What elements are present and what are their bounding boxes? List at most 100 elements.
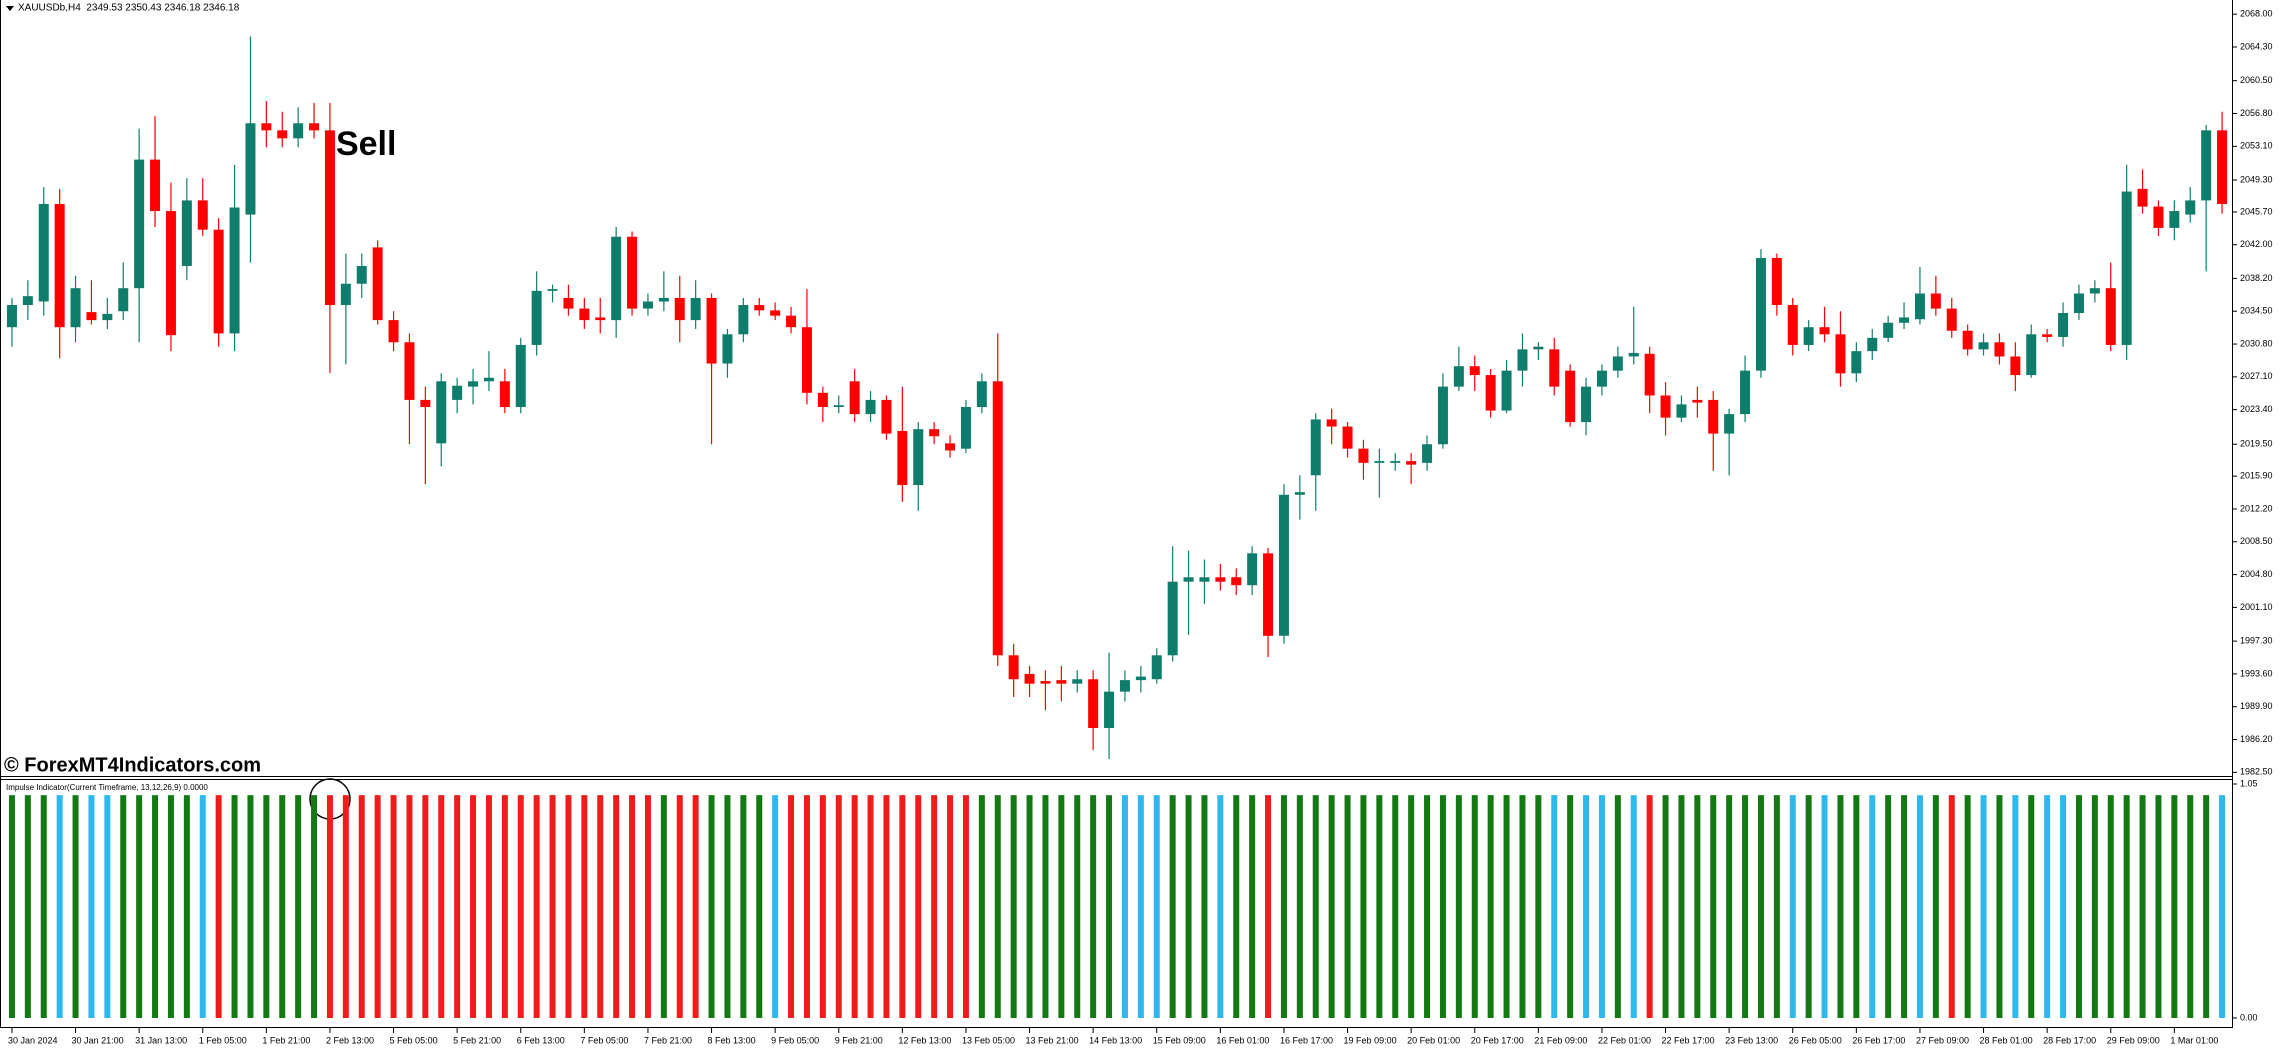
indicator-bar [1090,795,1097,1018]
candle-body [897,430,908,486]
y-tick-label: 2053.10 [2240,141,2273,151]
y-tick-label: 2068.00 [2240,9,2273,19]
indicator-bar [438,795,445,1018]
candle-body [786,315,797,328]
candle-body [674,297,685,321]
indicator-bar [1694,795,1701,1018]
candle-body [1469,366,1480,376]
indicator-bar [756,795,763,1018]
candle-body [1946,308,1957,331]
x-tick-label: 9 Feb 21:00 [835,1035,883,1045]
indicator-bar [1487,795,1494,1018]
indicator-bar [1726,795,1733,1018]
candle-body [165,211,176,336]
candle-body [1119,680,1130,692]
indicator-bar [2091,795,2098,1018]
candle-body [436,381,447,444]
indicator-bar [1853,795,1860,1018]
candle-body [1676,404,1687,418]
candle-body [976,381,987,408]
candle-body [1056,680,1067,684]
candle-body [1978,342,1989,350]
candle-body [992,381,1003,656]
indicator-bar [931,795,938,1018]
candle-body [1310,419,1321,476]
candle-body [817,392,828,408]
candle-body [86,312,97,321]
indicator-bar [1280,795,1287,1018]
candle-body [70,288,81,328]
indicator-bar [819,795,826,1018]
candle-body [2105,288,2116,345]
indicator-bar [1074,795,1081,1018]
indicator-bar [136,795,143,1018]
candle-body [1485,375,1496,411]
candle-body [1549,349,1560,387]
indicator-bar [1360,795,1367,1018]
indicator-bar [1583,795,1590,1018]
candle-body [658,297,669,302]
candle-body [388,320,399,343]
candle-body [1231,577,1242,586]
indicator-bar [231,795,238,1018]
candle-body [801,327,812,393]
candle-body [2201,130,2212,201]
indicator-bar [740,795,747,1018]
indicator-bar [1789,795,1796,1018]
indicator-bar [915,795,922,1018]
candle-body [1104,691,1115,729]
indicator-bar [358,795,365,1018]
candle-body [118,288,129,312]
candle-body [1596,370,1607,387]
x-tick-label: 21 Feb 09:00 [1534,1035,1587,1045]
indicator-bar [1439,795,1446,1018]
indicator-bar [1821,795,1828,1018]
indicator-bar [1710,795,1717,1018]
indicator-bar [485,795,492,1018]
indicator-bar [2171,795,2178,1018]
indicator-bar [1265,795,1272,1018]
indicator-bar [72,795,79,1018]
candle-body [1501,370,1512,411]
indicator-bar [1805,795,1812,1018]
candle-body [2042,334,2053,337]
candle-body [1437,386,1448,445]
indicator-bar [2187,795,2194,1018]
candle-body [1883,322,1894,338]
indicator-bar [120,795,127,1018]
y-tick-label: 2015.90 [2240,471,2273,481]
indicator-bar [883,795,890,1018]
indicator-bar [1519,795,1526,1018]
candle-body [1263,553,1274,636]
candle-body [2185,200,2196,215]
indicator-bar [994,795,1001,1018]
candle-body [1008,655,1019,680]
candle-body [1183,577,1194,582]
candle-body [1628,352,1639,357]
candle-body [627,236,638,309]
x-tick-label: 8 Feb 13:00 [708,1035,756,1045]
candle-body [54,203,65,328]
candle-body [1406,461,1417,465]
candle-body [2169,211,2180,228]
candle-body [468,381,479,387]
candle-body [2073,293,2084,314]
indicator-bar [1471,795,1478,1018]
x-tick-label: 31 Jan 13:00 [135,1035,187,1045]
watermark: © ForexMT4Indicators.com [4,754,261,776]
indicator-bar [962,795,969,1018]
x-tick-label: 26 Feb 17:00 [1852,1035,1905,1045]
indicator-bar [947,795,954,1018]
x-tick-label: 14 Feb 13:00 [1089,1035,1142,1045]
candle-body [2010,356,2021,376]
x-tick-label: 20 Feb 17:00 [1471,1035,1524,1045]
indicator-bar [899,795,906,1018]
candle-body [340,283,351,306]
indicator-bar [40,795,47,1018]
indicator-bar [1535,795,1542,1018]
indicator-bar [2107,795,2114,1018]
indicator-bar [422,795,429,1018]
candle-body [1358,448,1369,463]
indicator-bar [2203,795,2210,1018]
